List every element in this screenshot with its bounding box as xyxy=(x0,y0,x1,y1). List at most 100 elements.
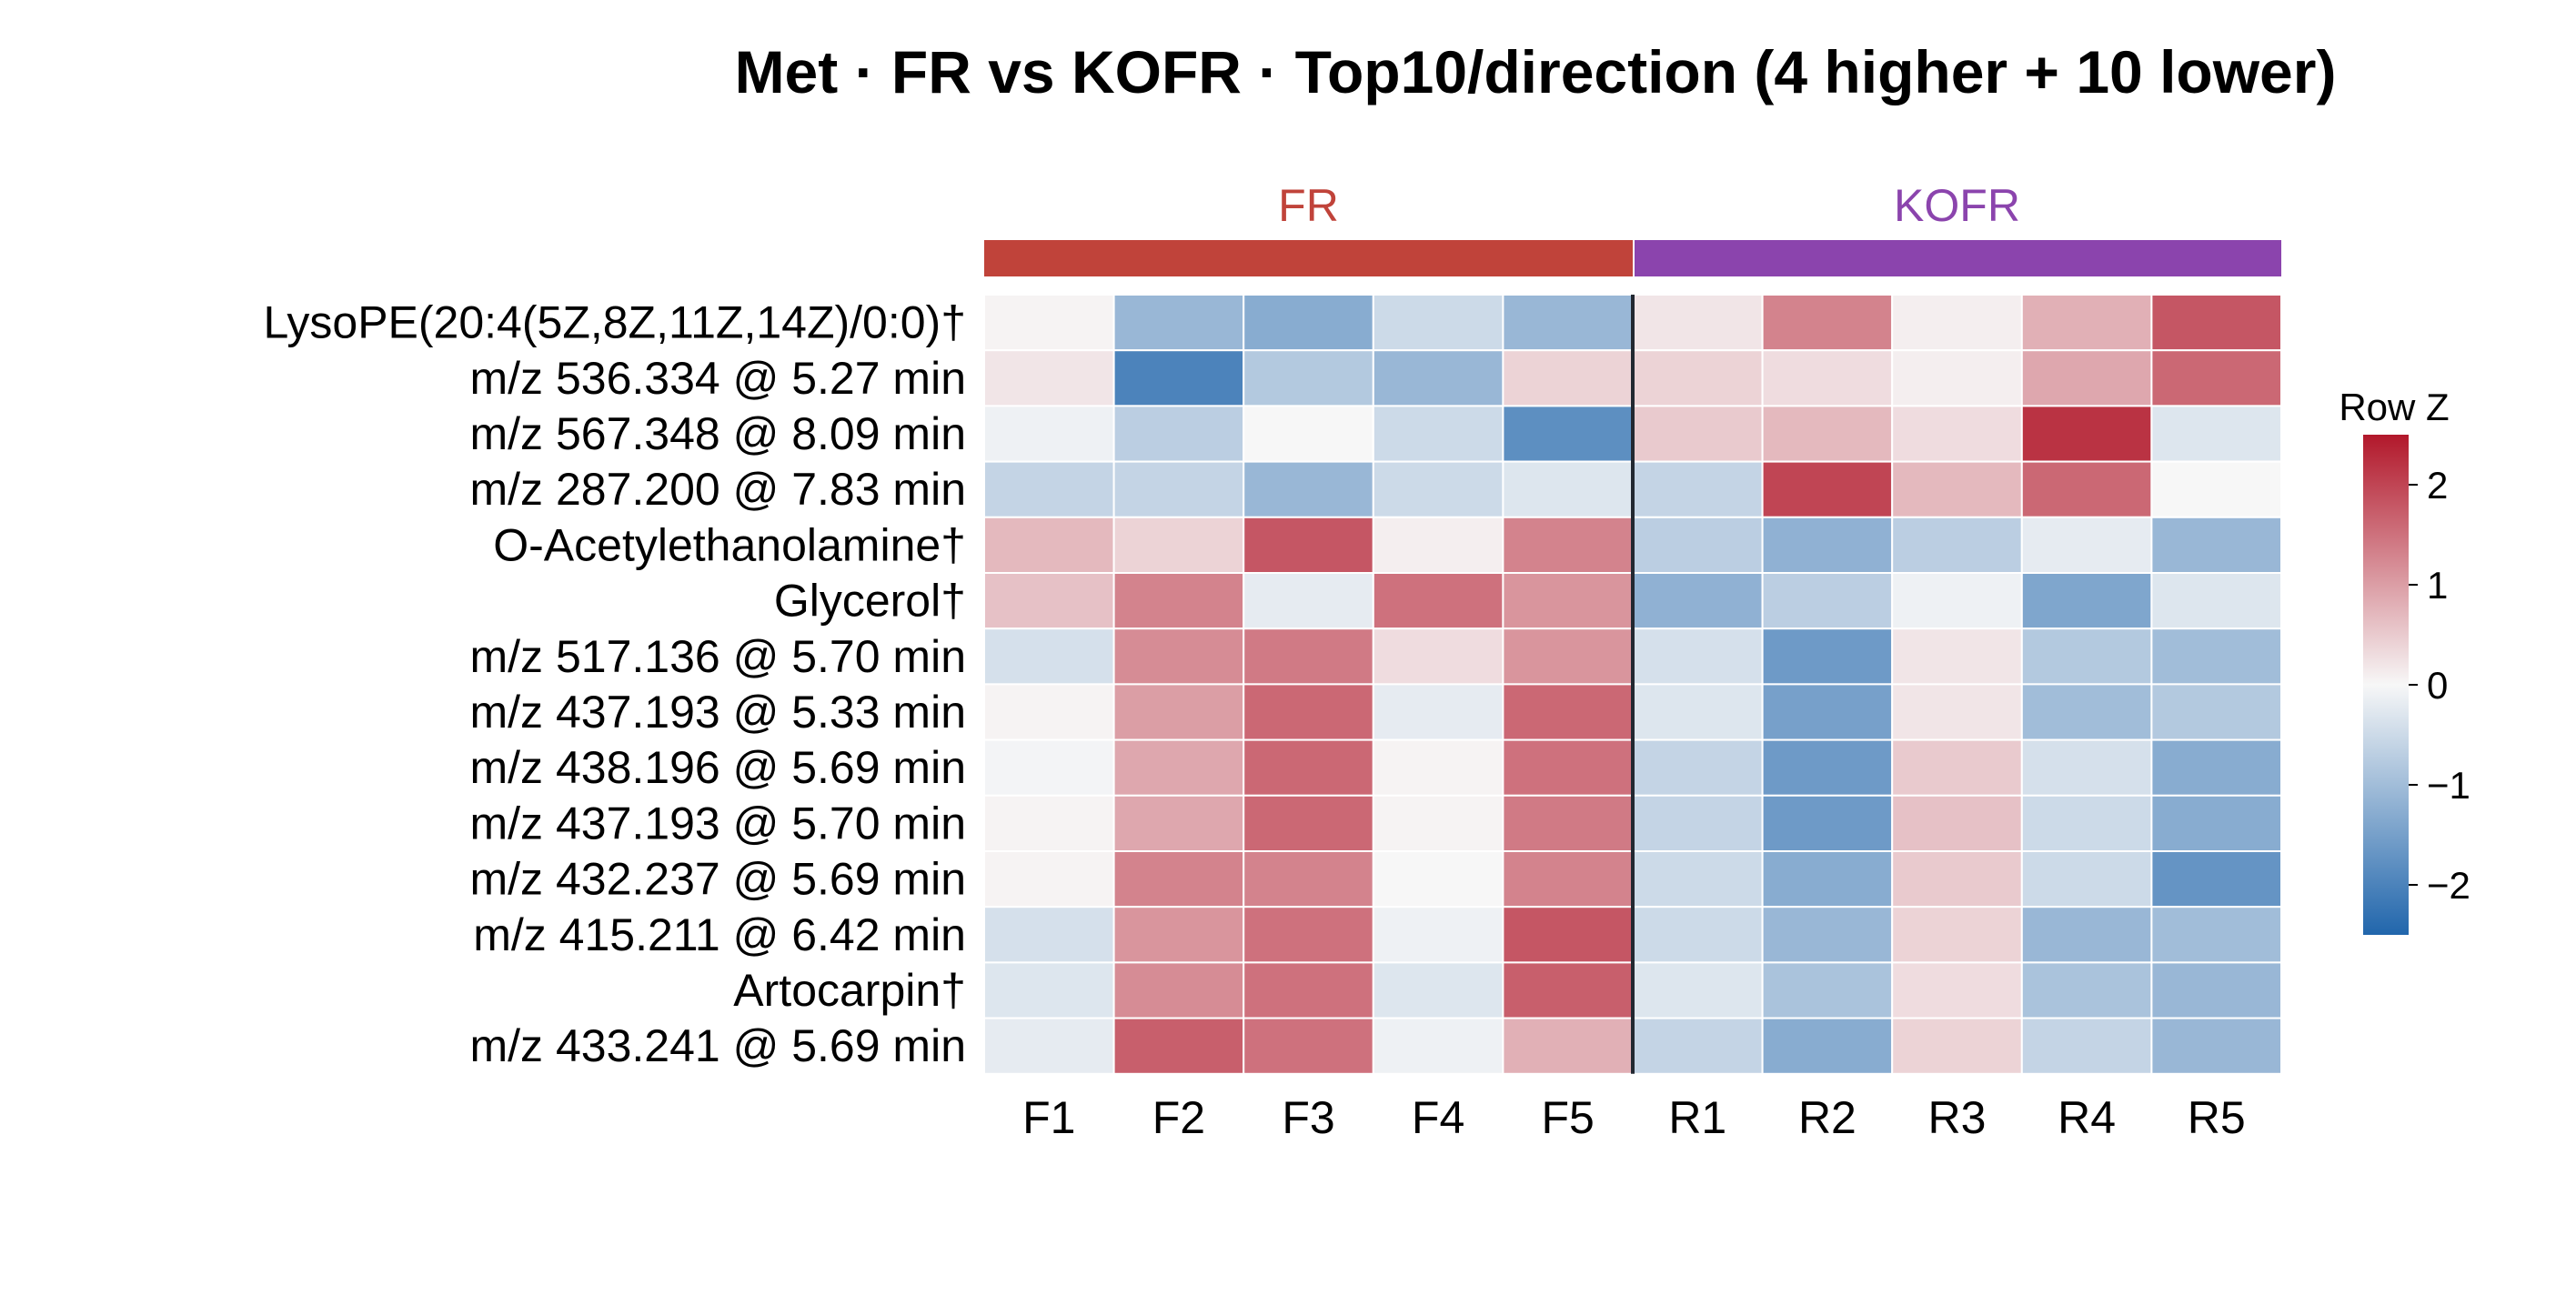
heatmap-cell xyxy=(1112,349,1245,407)
heatmap-cell xyxy=(1502,572,1635,630)
colorbar-title: Row Z xyxy=(2339,386,2449,428)
heatmap-cell xyxy=(1243,1017,1374,1075)
heatmap-cell xyxy=(1502,294,1635,352)
heatmap-cell xyxy=(1502,627,1635,686)
heatmap-cell xyxy=(1372,349,1504,407)
heatmap-cell xyxy=(1761,738,1894,797)
colorbar: Row Z 2 1 0 −1 −2 xyxy=(2339,386,2470,935)
heatmap-cell xyxy=(1632,516,1764,574)
heatmap-cell xyxy=(1372,627,1504,686)
heatmap-cell xyxy=(1761,349,1894,407)
heatmap-cell xyxy=(1891,961,2023,1019)
heatmap-cell xyxy=(2150,294,2282,352)
heatmap-cell xyxy=(1891,349,2023,407)
heatmap-cell xyxy=(1372,405,1504,463)
heatmap-cell xyxy=(2020,961,2153,1019)
heatmap-cell xyxy=(1891,460,2023,518)
heatmap-cell xyxy=(1243,516,1374,574)
column-label: R5 xyxy=(2188,1092,2246,1143)
heatmap-cell xyxy=(2020,627,2153,686)
heatmap-cell xyxy=(983,738,1115,797)
heatmap-cell xyxy=(1112,738,1245,797)
heatmap-cell xyxy=(1502,850,1635,908)
column-label: R4 xyxy=(2058,1092,2116,1143)
heatmap-cell xyxy=(2150,906,2282,964)
heatmap-cell xyxy=(2150,683,2282,741)
heatmap-cell xyxy=(1243,349,1374,407)
heatmap-cell xyxy=(2020,850,2153,908)
heatmap-cell xyxy=(1372,294,1504,352)
heatmap-cell xyxy=(1243,906,1374,964)
heatmap-cell xyxy=(1502,906,1635,964)
heatmap-cell xyxy=(2020,349,2153,407)
column-label: F1 xyxy=(1022,1092,1075,1143)
group-bar-kofr xyxy=(1635,240,2281,276)
heatmap-cells xyxy=(983,294,2282,1075)
colorbar-ticks: 2 1 0 −1 −2 xyxy=(2409,464,2470,907)
heatmap-cell xyxy=(1112,683,1245,741)
row-label: m/z 517.136 @ 5.70 min xyxy=(470,631,966,682)
chart-title: Met · FR vs KOFR · Top10/direction (4 hi… xyxy=(735,38,2337,105)
heatmap-cell xyxy=(1632,850,1764,908)
heatmap-cell xyxy=(1112,405,1245,463)
heatmap-cell xyxy=(2150,627,2282,686)
column-label: F3 xyxy=(1282,1092,1334,1143)
group-label-fr: FR xyxy=(1278,180,1339,231)
heatmap-cell xyxy=(1112,906,1245,964)
heatmap-cell xyxy=(1761,627,1894,686)
column-label: R1 xyxy=(1668,1092,1726,1143)
heatmap-cell xyxy=(1632,906,1764,964)
heatmap-cell xyxy=(1761,405,1894,463)
heatmap-cell xyxy=(1502,738,1635,797)
heatmap-cell xyxy=(983,627,1115,686)
row-label: m/z 415.211 @ 6.42 min xyxy=(473,909,966,960)
colorbar-tick-label: −2 xyxy=(2427,864,2470,907)
colorbar-gradient xyxy=(2363,435,2409,935)
heatmap-cell xyxy=(1632,460,1764,518)
heatmap-cell xyxy=(1632,294,1764,352)
heatmap-cell xyxy=(1502,961,1635,1019)
colorbar-tick-label: 2 xyxy=(2427,464,2448,507)
row-label: m/z 437.193 @ 5.33 min xyxy=(470,687,966,738)
heatmap-cell xyxy=(1761,1017,1894,1075)
heatmap-cell xyxy=(2150,572,2282,630)
heatmap-cell xyxy=(1632,572,1764,630)
heatmap-cell xyxy=(983,349,1115,407)
row-label: m/z 567.348 @ 8.09 min xyxy=(470,408,966,459)
column-labels: F1 F2 F3 F4 F5 R1 R2 R3 R4 R5 xyxy=(1022,1092,2246,1143)
heatmap-cell xyxy=(983,1017,1115,1075)
row-label: m/z 438.196 @ 5.69 min xyxy=(470,742,966,793)
heatmap-cell xyxy=(1372,683,1504,741)
heatmap-cell xyxy=(1243,460,1374,518)
heatmap-cell xyxy=(1112,794,1245,852)
row-label: m/z 437.193 @ 5.70 min xyxy=(470,798,966,848)
heatmap-cell xyxy=(2150,349,2282,407)
heatmap-cell xyxy=(2020,460,2153,518)
heatmap-cell xyxy=(1761,794,1894,852)
heatmap-cell xyxy=(1632,794,1764,852)
heatmap-cell xyxy=(1761,961,1894,1019)
row-label: m/z 287.200 @ 7.83 min xyxy=(470,464,966,515)
heatmap-cell xyxy=(1761,683,1894,741)
heatmap-cell xyxy=(2020,738,2153,797)
heatmap-cell xyxy=(1372,961,1504,1019)
column-label: F4 xyxy=(1412,1092,1464,1143)
heatmap-cell xyxy=(1891,1017,2023,1075)
heatmap-cell xyxy=(2150,405,2282,463)
group-label-kofr: KOFR xyxy=(1894,180,2020,231)
row-label: Artocarpin† xyxy=(733,965,966,1016)
heatmap-cell xyxy=(983,683,1115,741)
heatmap-cell xyxy=(983,460,1115,518)
heatmap-cell xyxy=(1891,516,2023,574)
heatmap-cell xyxy=(1243,683,1374,741)
heatmap-cell xyxy=(2150,961,2282,1019)
row-label: m/z 536.334 @ 5.27 min xyxy=(470,353,966,404)
heatmap-cell xyxy=(1502,405,1635,463)
heatmap-cell xyxy=(983,294,1115,352)
heatmap-cell xyxy=(1112,627,1245,686)
heatmap-cell xyxy=(2020,794,2153,852)
heatmap-cell xyxy=(1632,405,1764,463)
colorbar-tick-label: −1 xyxy=(2427,764,2470,807)
heatmap-cell xyxy=(1891,627,2023,686)
